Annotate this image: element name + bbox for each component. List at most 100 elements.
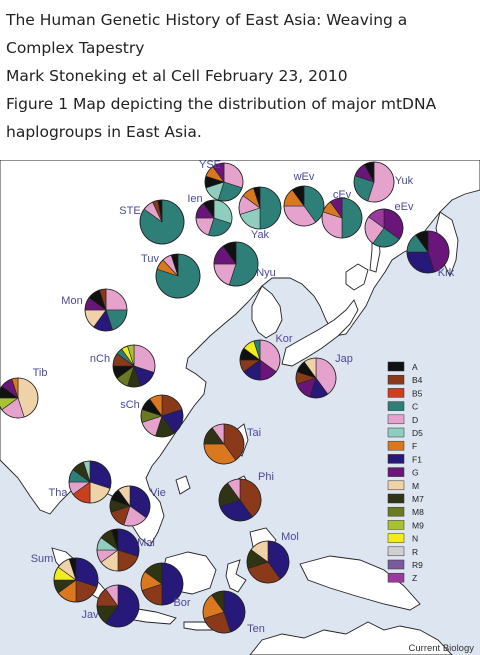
legend-label-f: F xyxy=(412,441,417,451)
journal-credit: Current Biology xyxy=(409,643,475,654)
pie-tha xyxy=(68,460,112,504)
label-mal: Mal xyxy=(137,537,155,549)
pie-ste xyxy=(139,199,185,245)
pie-outline xyxy=(195,199,233,237)
legend-label-g: G xyxy=(412,468,419,478)
caption-citation: Mark Stoneking et al Cell February 23, 2… xyxy=(6,67,348,85)
pie-nch xyxy=(112,344,156,388)
haplogroup-map: YSE Yuk wEv Ien cEv eEv STE Yak Krk Tuv Nyu Mon Kor J… xyxy=(0,160,480,655)
pie-tuv xyxy=(155,253,201,299)
label-tai: Tai xyxy=(247,427,261,439)
pie-ten xyxy=(202,590,246,634)
pie-yuk xyxy=(353,161,395,203)
legend-swatch-b4 xyxy=(387,374,405,385)
pie-jap xyxy=(295,357,337,399)
pie-outline xyxy=(204,162,244,202)
label-mon: Mon xyxy=(61,295,82,307)
legend-label-b4: B4 xyxy=(412,375,423,385)
pie-bor xyxy=(140,562,184,606)
pie-ien xyxy=(195,199,233,237)
pie-tib xyxy=(0,377,39,419)
pie-krk xyxy=(406,230,450,274)
label-mol: Mol xyxy=(281,531,299,543)
korean-peninsula xyxy=(251,285,283,339)
legend-swatch-n xyxy=(387,533,405,543)
pie-outline xyxy=(112,344,156,388)
caption-title-line-2: Complex Tapestry xyxy=(6,39,145,57)
pie-phi xyxy=(218,478,262,522)
legend-label-a: A xyxy=(412,362,418,372)
label-phi: Phi xyxy=(258,471,274,483)
pie-cev xyxy=(321,197,363,239)
pie-outline xyxy=(364,208,404,248)
caption-figure-line-2: haplogroups in East Asia. xyxy=(6,123,202,141)
label-ien: Ien xyxy=(187,193,202,205)
pie-outline xyxy=(295,357,337,399)
label-cev: cEv xyxy=(333,189,352,201)
pie-sum xyxy=(53,557,99,603)
pie-outline xyxy=(96,528,140,572)
japan-islands xyxy=(281,299,359,367)
pie-jav xyxy=(96,584,140,628)
legend-label-d5: D5 xyxy=(412,428,423,438)
population-labels: YSE Yuk wEv Ien cEv eEv STE Yak Krk Tuv Nyu Mon Kor J… xyxy=(31,160,455,635)
legend-swatch-m xyxy=(387,480,405,491)
label-yuk: Yuk xyxy=(395,175,414,187)
caption-figure-line-1: Figure 1 Map depicting the distribution … xyxy=(6,95,437,113)
legend-label-b5: B5 xyxy=(412,388,423,398)
pie-outline xyxy=(238,186,282,230)
legend-label-r: R xyxy=(412,547,418,557)
legend-swatch-f xyxy=(387,440,405,451)
pie-outline xyxy=(203,423,245,465)
pie-outline xyxy=(0,377,39,419)
pie-outline xyxy=(53,557,99,603)
legend-swatch-f1 xyxy=(387,454,405,464)
japan-north-island xyxy=(345,263,369,291)
label-jap: Jap xyxy=(335,353,353,365)
pie-outline xyxy=(218,478,262,522)
label-bor: Bor xyxy=(173,597,190,609)
pie-outline xyxy=(239,339,281,381)
pie-vie xyxy=(109,485,151,527)
label-yse: YSE xyxy=(199,160,221,171)
legend-swatch-m7 xyxy=(387,493,405,504)
sulawesi xyxy=(225,559,247,593)
label-eev: eEv xyxy=(395,201,414,213)
label-yak: Yak xyxy=(251,229,270,241)
legend-swatch-g xyxy=(387,467,405,477)
caption-title-line-1: The Human Genetic History of East Asia: … xyxy=(6,11,408,29)
pie-outline xyxy=(84,288,128,332)
label-jav: Jav xyxy=(81,609,99,621)
label-krk: Krk xyxy=(438,267,455,279)
new-guinea xyxy=(299,555,421,611)
legend-swatch-a xyxy=(387,361,405,372)
label-tuv: Tuv xyxy=(141,253,159,265)
legend-label-c: C xyxy=(412,402,418,412)
label-ste: STE xyxy=(119,205,140,217)
legend-label-f1: F1 xyxy=(412,454,422,464)
figure-caption: The Human Genetic History of East Asia: … xyxy=(6,6,476,146)
pie-outline xyxy=(96,584,140,628)
legend-swatch-d xyxy=(387,414,405,425)
legend-swatch-r9 xyxy=(387,559,405,570)
legend-swatch-m8 xyxy=(387,506,405,517)
map-canvas: YSE Yuk wEv Ien cEv eEv STE Yak Krk Tuv Nyu Mon Kor J… xyxy=(0,160,480,655)
pie-tai xyxy=(203,423,245,465)
legend-label-r9: R9 xyxy=(412,560,423,570)
legend-label-m9: M9 xyxy=(412,520,424,530)
legend-label-m: M xyxy=(412,481,419,491)
legend-swatch-r xyxy=(387,546,405,557)
pie-outline xyxy=(321,197,363,239)
legend-swatch-d5 xyxy=(387,427,405,438)
pie-outline xyxy=(406,230,450,274)
legend-swatch-c xyxy=(387,401,405,411)
pie-yse xyxy=(204,162,244,202)
label-wev: wEv xyxy=(293,171,315,183)
pie-outline xyxy=(202,590,246,634)
pie-outline xyxy=(140,394,184,438)
legend-label-m7: M7 xyxy=(412,494,424,504)
label-nyu: Nyu xyxy=(256,267,276,279)
legend-label-z: Z xyxy=(412,573,417,583)
pie-outline xyxy=(68,460,112,504)
label-sch: sCh xyxy=(120,399,140,411)
